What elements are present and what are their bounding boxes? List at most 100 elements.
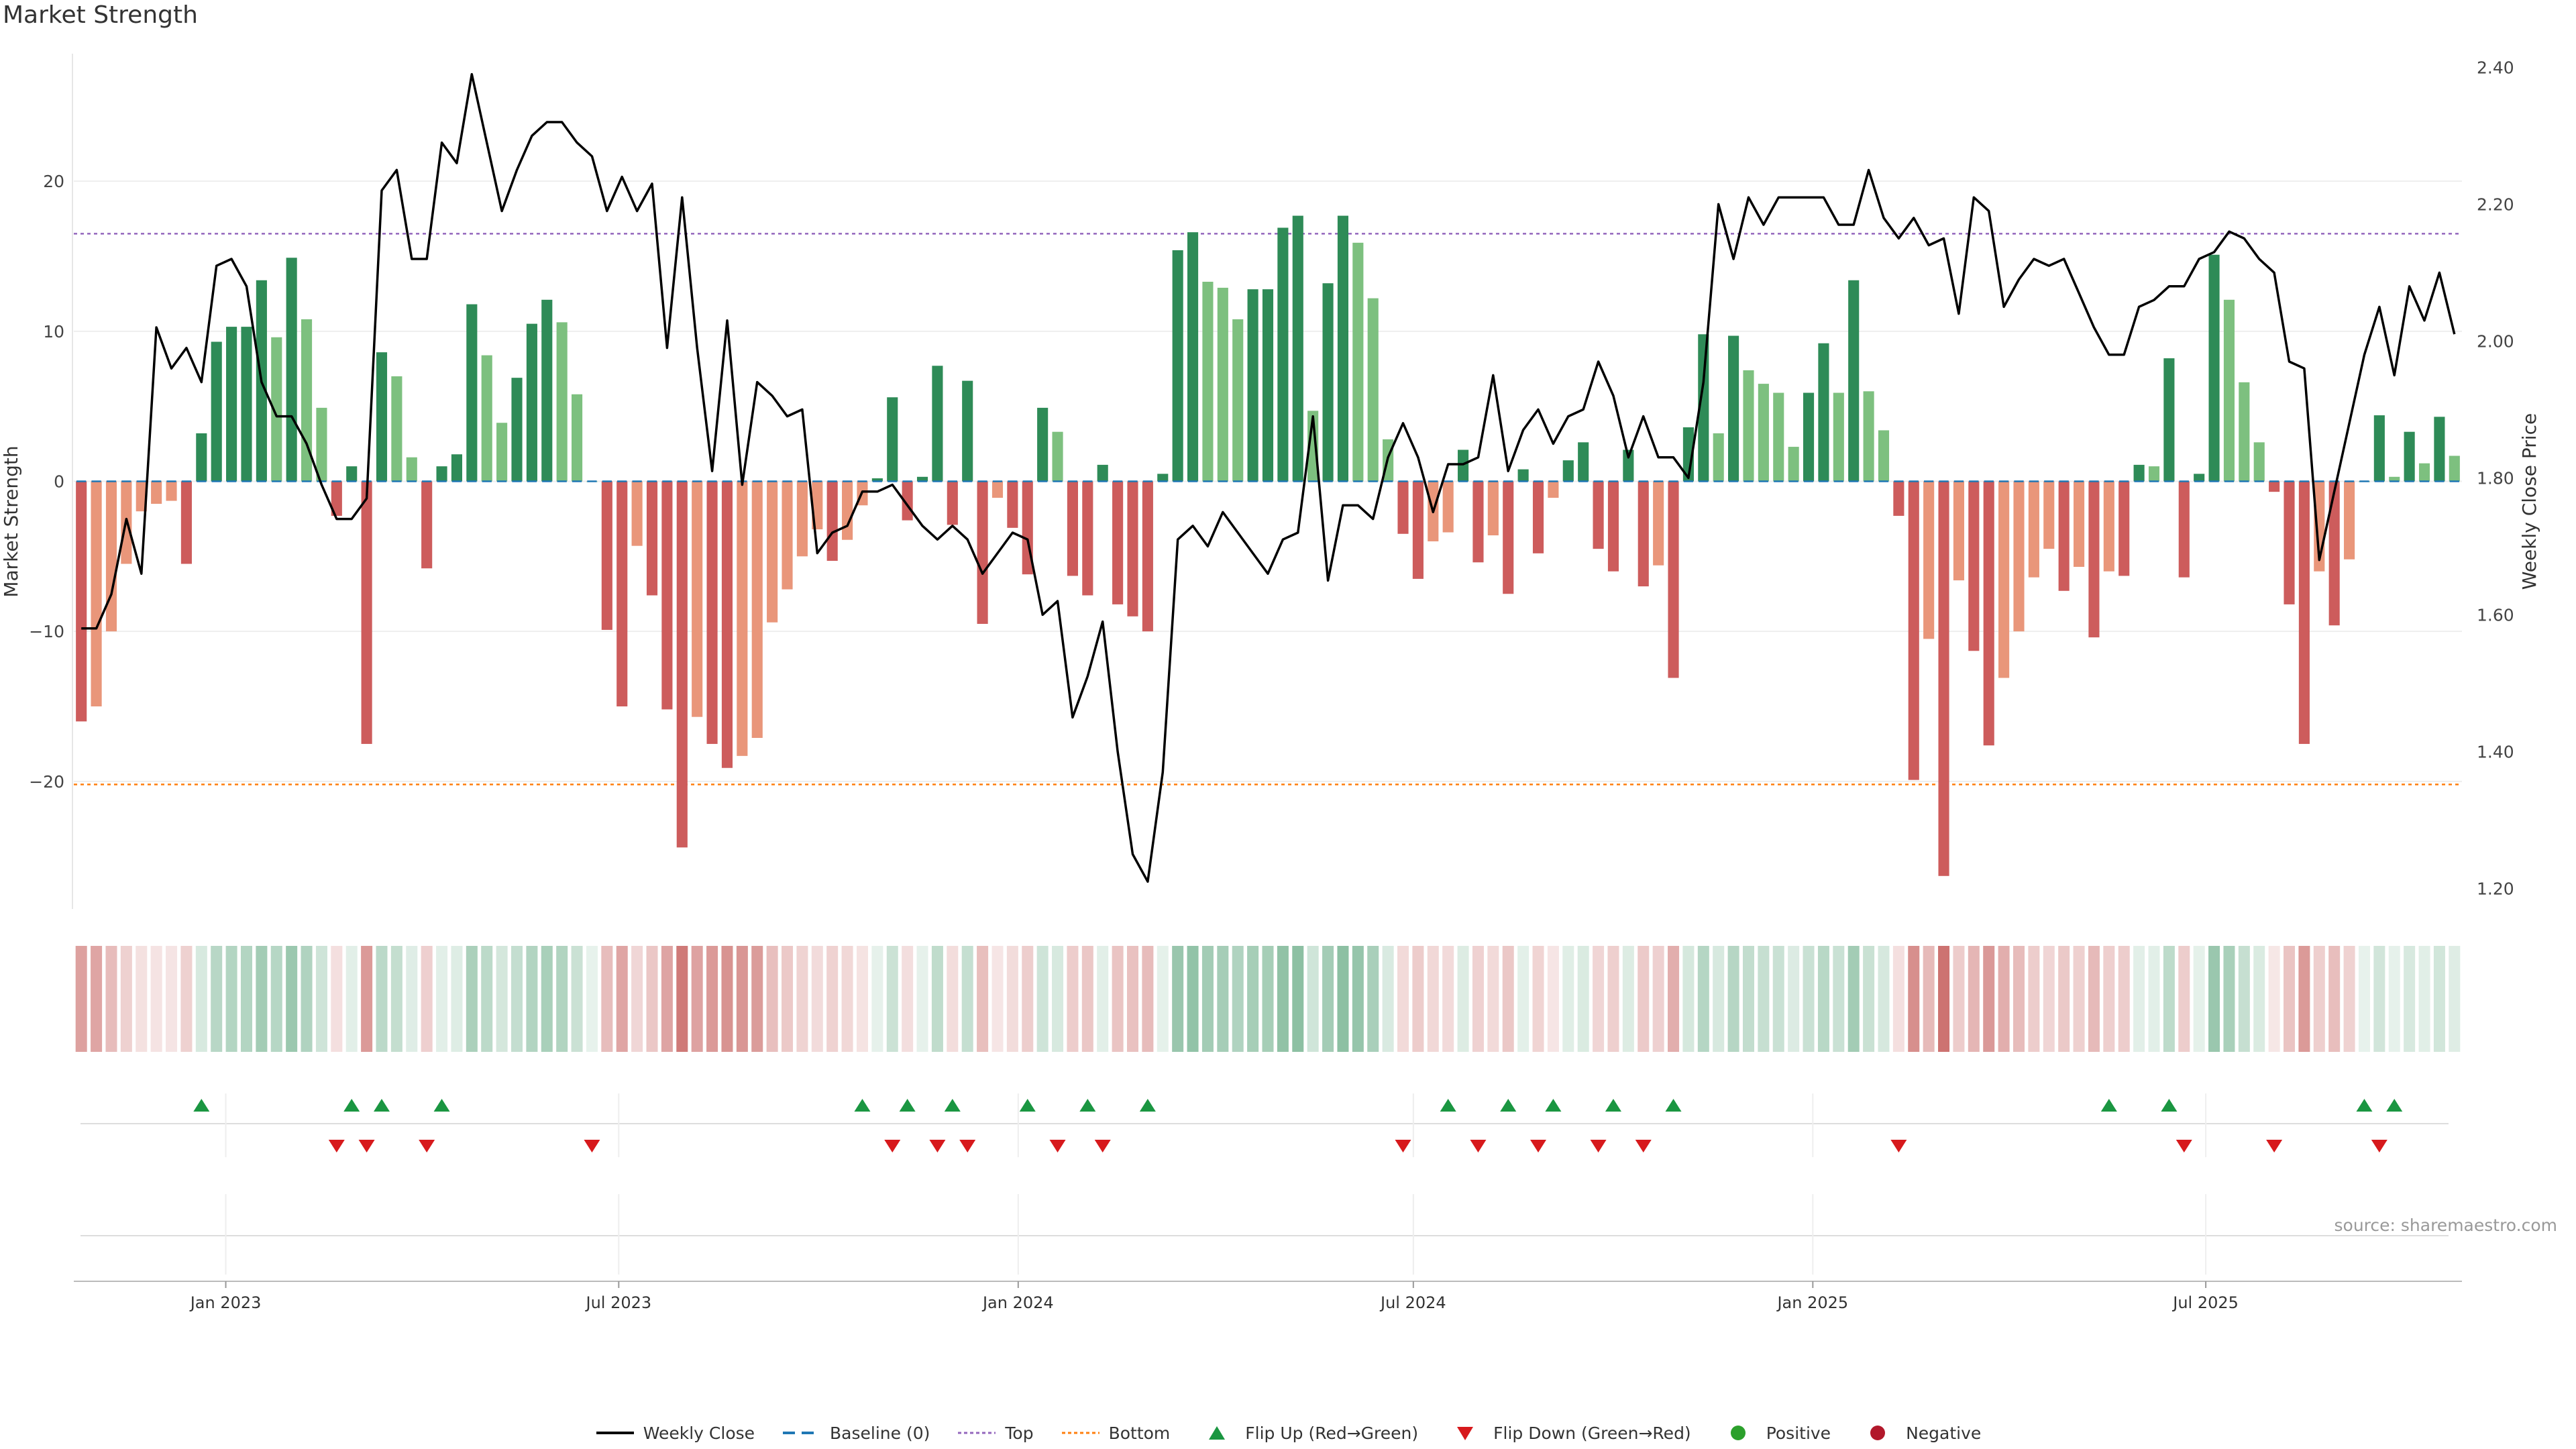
flip-down-marker bbox=[584, 1140, 600, 1152]
heat-cell bbox=[2373, 946, 2385, 1052]
heat-cell bbox=[871, 946, 883, 1052]
heat-cell bbox=[2058, 946, 2070, 1052]
strength-bar bbox=[1743, 370, 1754, 482]
strength-bar bbox=[451, 454, 463, 482]
heat-cell bbox=[511, 946, 523, 1052]
heat-cell bbox=[466, 946, 478, 1052]
strength-bar bbox=[1052, 431, 1063, 482]
legend-label: Flip Down (Green→Red) bbox=[1493, 1423, 1691, 1443]
line-legend-icon bbox=[596, 1432, 634, 1434]
heat-cell bbox=[195, 946, 207, 1052]
heat-cell bbox=[826, 946, 839, 1052]
heat-cell bbox=[1517, 946, 1529, 1052]
flip-down-marker bbox=[328, 1140, 345, 1152]
strength-bar bbox=[376, 352, 388, 482]
strength-bar bbox=[977, 481, 988, 624]
strength-bar bbox=[1998, 481, 2010, 678]
strength-bar bbox=[1337, 215, 1349, 482]
strength-bar bbox=[572, 394, 583, 482]
heat-cell bbox=[1307, 946, 1319, 1052]
heat-cell bbox=[856, 946, 868, 1052]
strength-bar bbox=[737, 481, 748, 756]
x-tick-label: Jul 2023 bbox=[584, 1293, 651, 1312]
strength-bar bbox=[2194, 474, 2205, 482]
strength-bar bbox=[1938, 481, 1949, 876]
flip-up-marker bbox=[1440, 1099, 1456, 1112]
strength-bar bbox=[1352, 242, 1364, 482]
strength-bar bbox=[2223, 299, 2235, 482]
heat-cell bbox=[1157, 946, 1169, 1052]
flip-down-marker bbox=[1049, 1140, 1066, 1152]
strength-bar bbox=[991, 481, 1004, 498]
flip-up-marker bbox=[2386, 1099, 2403, 1112]
heat-cell bbox=[1652, 946, 1664, 1052]
strength-bar bbox=[556, 322, 568, 482]
heat-cell bbox=[2148, 946, 2160, 1052]
heat-cell bbox=[120, 946, 132, 1052]
tri-down-legend-icon bbox=[1457, 1427, 1474, 1440]
heat-cell bbox=[91, 946, 103, 1052]
heat-cell bbox=[902, 946, 914, 1052]
flip-down-marker bbox=[1395, 1140, 1411, 1152]
strength-bar bbox=[1908, 481, 1919, 780]
strength-bar bbox=[767, 481, 778, 623]
x-tick-label: Jan 2025 bbox=[1776, 1293, 1848, 1312]
heat-cell bbox=[2073, 946, 2085, 1052]
heat-cell bbox=[1036, 946, 1049, 1052]
strength-bar bbox=[511, 378, 523, 482]
strength-bar bbox=[2133, 464, 2145, 482]
legend-item: Positive bbox=[1718, 1423, 1831, 1443]
heat-cell bbox=[571, 946, 583, 1052]
heat-cell bbox=[1532, 946, 1544, 1052]
x-tick-label: Jan 2023 bbox=[189, 1293, 262, 1312]
legend-label: Positive bbox=[1766, 1423, 1831, 1443]
heat-cell bbox=[1847, 946, 1860, 1052]
circle-legend-icon bbox=[1730, 1426, 1746, 1440]
strength-bar bbox=[1517, 469, 1529, 482]
strength-bar bbox=[1412, 481, 1424, 579]
heat-cell bbox=[601, 946, 613, 1052]
strength-bar bbox=[2253, 442, 2265, 482]
heat-cell bbox=[2088, 946, 2100, 1052]
heat-cell bbox=[676, 946, 688, 1052]
heat-cell bbox=[886, 946, 898, 1052]
heat-cell bbox=[2328, 946, 2341, 1052]
heat-cell bbox=[436, 946, 448, 1052]
heat-cell bbox=[1081, 946, 1093, 1052]
heat-cell bbox=[1006, 946, 1018, 1052]
heat-cell bbox=[541, 946, 553, 1052]
y2-axis-title: Weekly Close Price bbox=[2518, 413, 2540, 590]
heat-cell bbox=[556, 946, 568, 1052]
heat-cell bbox=[345, 946, 358, 1052]
heat-cell bbox=[1292, 946, 1304, 1052]
strength-bar bbox=[331, 481, 342, 516]
heat-cell bbox=[211, 946, 223, 1052]
strength-bar bbox=[316, 407, 327, 482]
flip-up-marker bbox=[854, 1099, 871, 1112]
heat-cell bbox=[1892, 946, 1904, 1052]
flip-down-marker bbox=[419, 1140, 435, 1152]
heat-cell bbox=[1817, 946, 1829, 1052]
heat-cell bbox=[1201, 946, 1214, 1052]
strength-bar bbox=[361, 481, 372, 744]
heat-cell bbox=[75, 946, 87, 1052]
strength-bar bbox=[1232, 319, 1244, 482]
weekly-close-series bbox=[81, 72, 2456, 883]
strength-bar bbox=[526, 323, 537, 482]
strength-bar bbox=[180, 481, 192, 564]
strength-bar bbox=[2118, 481, 2130, 576]
flip-up-marker bbox=[1545, 1099, 1562, 1112]
flip-down-marker bbox=[358, 1140, 375, 1152]
strength-bar bbox=[271, 337, 282, 482]
y2-tick-label: 1.60 bbox=[2477, 605, 2514, 625]
heat-cell bbox=[1983, 946, 1995, 1052]
flip-up-marker bbox=[1079, 1099, 1096, 1112]
heat-cell bbox=[766, 946, 778, 1052]
legend-label: Negative bbox=[1906, 1423, 1982, 1443]
flip-up-marker bbox=[2356, 1099, 2373, 1112]
strength-bar bbox=[1848, 280, 1860, 482]
strength-bar bbox=[151, 481, 162, 504]
heat-cell bbox=[1457, 946, 1469, 1052]
strength-bar bbox=[1638, 481, 1649, 587]
